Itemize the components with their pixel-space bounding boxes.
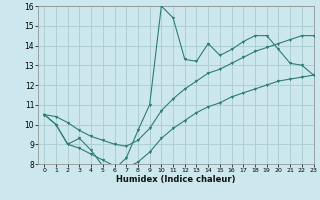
X-axis label: Humidex (Indice chaleur): Humidex (Indice chaleur) [116,175,236,184]
